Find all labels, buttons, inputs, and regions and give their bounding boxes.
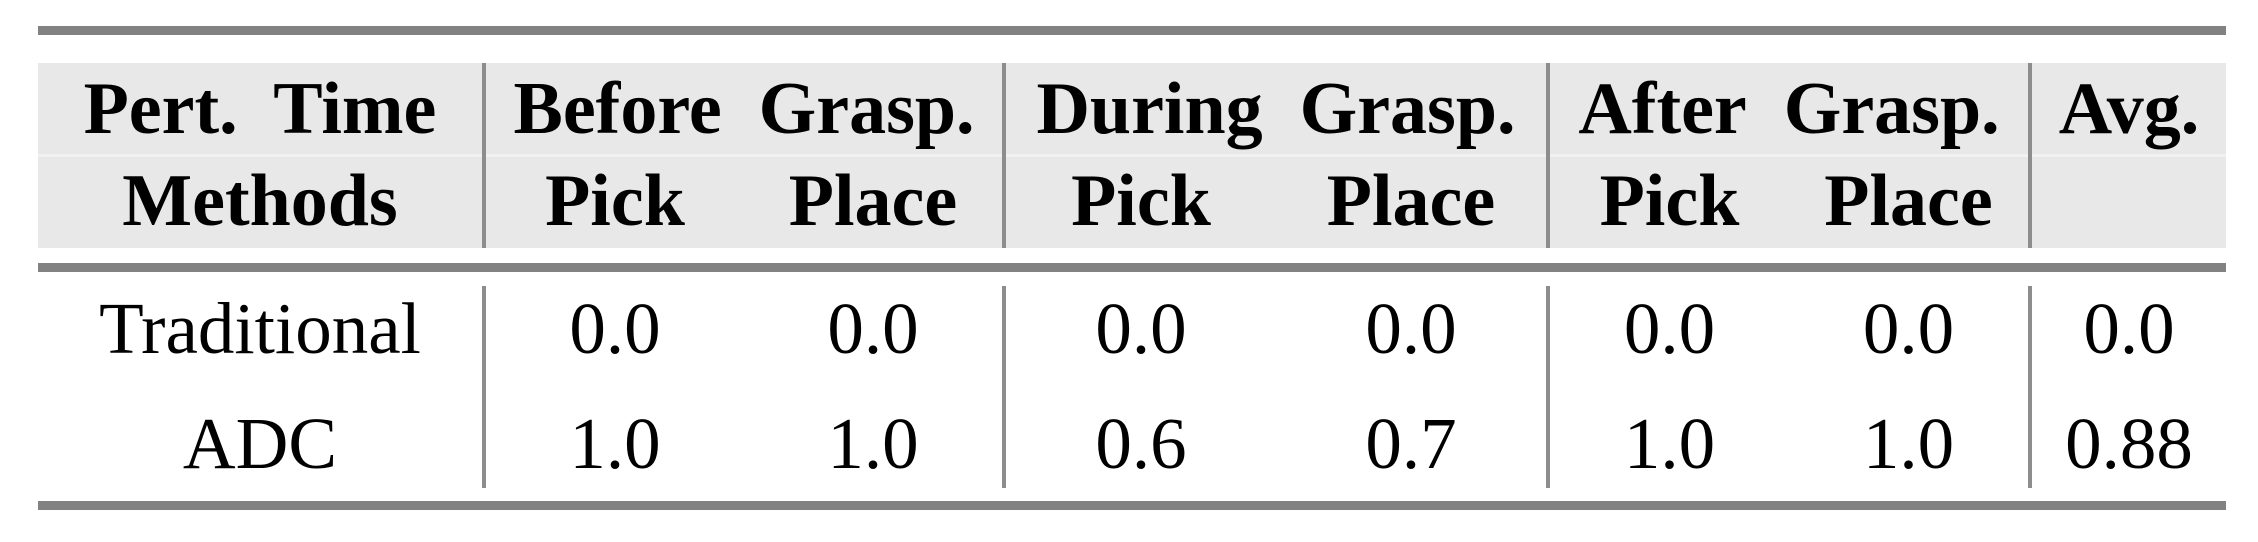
header-before-place: Place [788, 160, 958, 242]
cell-avg-value: 0.88 [2065, 402, 2193, 484]
header-group-after-grasp: After Grasp. [1578, 67, 2000, 150]
cell-value: 0.0 [1862, 288, 1955, 370]
cell-avg-value: 0.0 [2083, 288, 2175, 370]
header-before-pick: Pick [545, 160, 685, 242]
cell-value: 1.0 [1623, 402, 1716, 484]
cell-value: 1.0 [1862, 402, 1955, 484]
cell-value: 0.0 [1095, 288, 1187, 370]
row-label-adc: ADC [182, 402, 338, 484]
cell-value: 0.0 [1365, 288, 1457, 370]
cell-value: 0.0 [569, 288, 661, 370]
top-rule [38, 26, 2226, 35]
bottom-rule [38, 501, 2226, 510]
header-group-before-grasp: Before Grasp. [513, 67, 975, 150]
mid-rule [38, 263, 2226, 272]
row-label-traditional: Traditional [99, 288, 421, 370]
column-separator [1546, 272, 1550, 501]
header-after-place: Place [1824, 160, 1993, 242]
column-separator [1002, 272, 1006, 501]
header-avg: Avg. [2058, 67, 2200, 150]
cell-value: 1.0 [827, 402, 919, 484]
header-during-place: Place [1326, 160, 1496, 242]
column-separator [482, 63, 486, 248]
header-row-divider [38, 154, 2226, 157]
cell-value: 0.6 [1095, 402, 1187, 484]
header-pert-time: Pert. Time [83, 67, 437, 150]
results-table: Pert. Time Before Grasp. During Grasp. A… [38, 26, 2226, 510]
column-separator [2028, 272, 2032, 501]
column-separator [482, 272, 486, 501]
header-methods: Methods [122, 160, 398, 242]
cell-value: 0.7 [1365, 402, 1457, 484]
header-after-pick: Pick [1599, 160, 1740, 242]
header-during-pick: Pick [1071, 160, 1211, 242]
column-separator [1546, 63, 1550, 248]
header-group-during-grasp: During Grasp. [1036, 67, 1516, 150]
cell-value: 1.0 [569, 402, 661, 484]
cell-value: 0.0 [827, 288, 919, 370]
table-body: Traditional 0.0 0.0 0.0 0.0 0.0 0.0 0.0 … [38, 272, 2226, 501]
column-separator [1002, 63, 1006, 248]
column-separator [2028, 63, 2032, 248]
cell-value: 0.0 [1623, 288, 1716, 370]
table-header: Pert. Time Before Grasp. During Grasp. A… [38, 63, 2226, 248]
